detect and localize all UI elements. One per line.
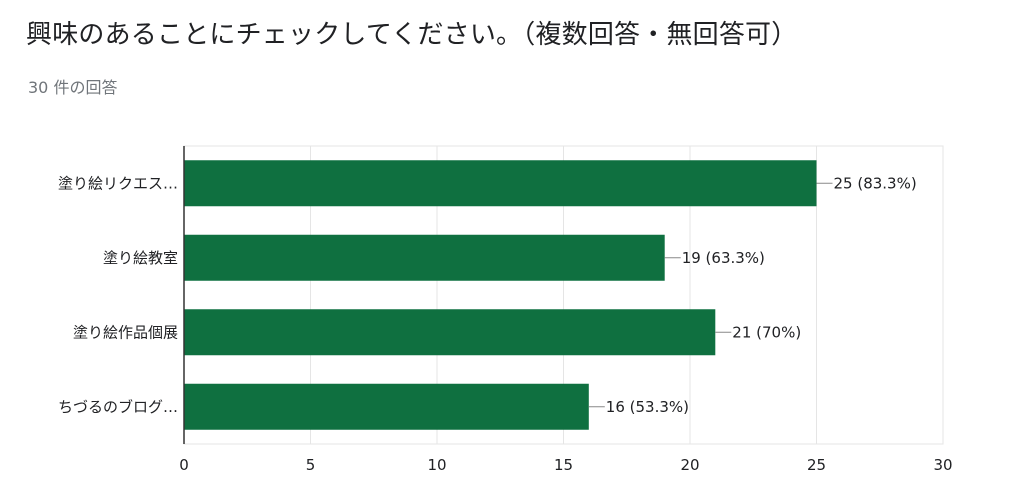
question-title: 興味のあることにチェックしてください。（複数回答・無回答可） <box>26 20 798 50</box>
x-tick-label: 20 <box>680 456 699 474</box>
x-tick-label: 5 <box>306 456 316 474</box>
bar <box>184 160 817 207</box>
response-count: 30 件の回答 <box>28 78 118 97</box>
y-category-label: 塗り絵リクエス… <box>58 174 178 192</box>
bar <box>184 234 665 281</box>
data-label: 16 (53.3%) <box>606 398 689 416</box>
data-label: 19 (63.3%) <box>682 249 765 267</box>
y-category-label: ちづるのブログ… <box>58 398 178 416</box>
data-label: 25 (83.3%) <box>834 174 917 192</box>
x-tick-label: 10 <box>427 456 446 474</box>
x-tick-label: 25 <box>807 456 826 474</box>
x-tick-label: 0 <box>179 456 189 474</box>
x-tick-label: 30 <box>933 456 952 474</box>
x-tick-label: 15 <box>554 456 573 474</box>
y-category-label: 塗り絵教室 <box>103 249 178 267</box>
bar <box>184 383 589 430</box>
y-category-label: 塗り絵作品個展 <box>73 323 178 341</box>
data-label: 21 (70%) <box>732 323 801 341</box>
bar <box>184 309 716 356</box>
